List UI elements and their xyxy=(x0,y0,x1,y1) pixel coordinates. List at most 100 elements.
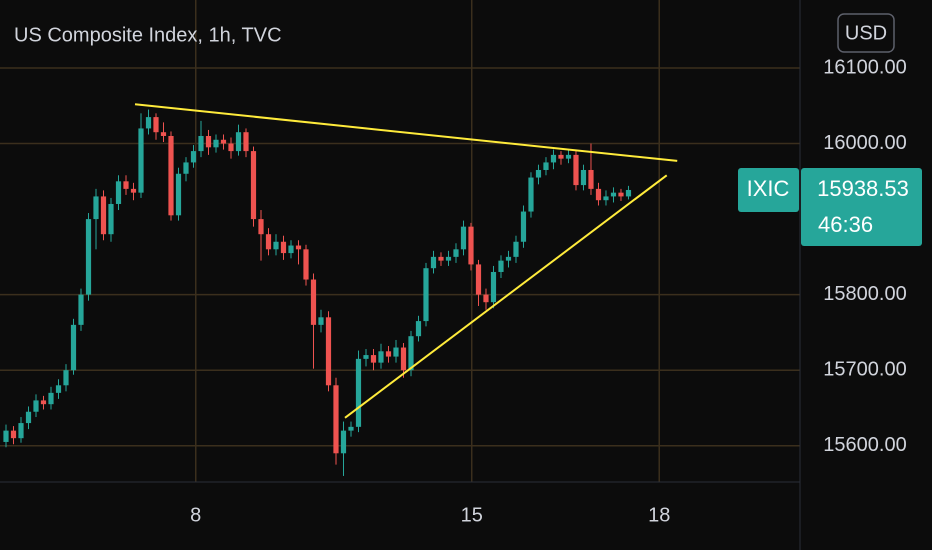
candle-body xyxy=(295,245,302,250)
candle-body xyxy=(498,260,504,272)
candle-body xyxy=(370,355,377,363)
candle-body xyxy=(175,173,182,216)
overlay: IXIC 15938.53 46:36 xyxy=(134,103,922,419)
candle-body xyxy=(205,135,212,148)
candle-body xyxy=(325,317,332,386)
candle-body xyxy=(25,411,32,424)
candle-body xyxy=(340,430,347,454)
candle-body xyxy=(505,256,512,261)
candle-body xyxy=(430,256,437,269)
candle-body xyxy=(108,203,114,235)
candle-body xyxy=(85,219,92,295)
last-price-badge xyxy=(801,167,922,246)
candle-body xyxy=(453,249,459,257)
candle-body xyxy=(385,351,392,357)
candle-body xyxy=(415,321,422,337)
candle-body xyxy=(123,181,129,189)
candle-body xyxy=(100,196,107,235)
candle-body xyxy=(70,324,77,371)
candle-body xyxy=(243,132,249,152)
candle-body xyxy=(355,358,362,427)
candle-body xyxy=(18,423,24,439)
x-tick-label: 18 xyxy=(648,504,670,526)
candle-body xyxy=(48,392,54,405)
candle-body xyxy=(438,256,444,261)
candle-body xyxy=(603,196,609,201)
last-price-label: 15938.53 xyxy=(817,176,909,201)
candle-body xyxy=(213,139,219,148)
candle-body xyxy=(423,268,429,322)
candle-body xyxy=(265,234,272,250)
candle-body xyxy=(228,143,234,152)
candle-body xyxy=(468,226,474,265)
y-tick-label: 15700.00 xyxy=(823,358,906,380)
candle-body xyxy=(55,385,62,393)
candle-body xyxy=(483,294,489,303)
candle-body xyxy=(565,154,572,159)
candle-body xyxy=(400,347,407,371)
candle-body xyxy=(280,241,287,254)
candle-body xyxy=(198,135,204,152)
candle-body xyxy=(393,347,399,357)
candle-body xyxy=(408,336,414,371)
chart-title: US Composite Index, 1h, TVC xyxy=(14,24,282,46)
candle-body xyxy=(550,154,557,163)
candle-body xyxy=(558,154,564,159)
candle-body xyxy=(273,241,279,250)
candle-body xyxy=(78,294,84,325)
candle-body xyxy=(235,132,242,152)
candle-body xyxy=(520,211,527,242)
candle-body xyxy=(303,249,309,280)
candle-body xyxy=(535,169,542,178)
candle-body xyxy=(588,169,594,189)
candle-body xyxy=(363,355,369,359)
candle-body xyxy=(610,192,617,197)
candle-body xyxy=(445,256,452,261)
symbol-label: IXIC xyxy=(747,176,790,201)
candle-body xyxy=(318,317,324,325)
candle-body xyxy=(378,351,384,363)
symbol-badge xyxy=(738,167,799,212)
candle-body xyxy=(115,181,122,204)
countdown-label: 46:36 xyxy=(818,212,873,237)
candle-body xyxy=(310,279,317,325)
candle-body xyxy=(288,245,294,254)
candle-body xyxy=(618,192,624,197)
candle-body xyxy=(63,370,69,386)
candle-body xyxy=(460,226,467,250)
candles xyxy=(3,109,632,476)
candle-body xyxy=(40,400,47,405)
candle-body xyxy=(625,189,632,197)
candle-body xyxy=(160,132,167,136)
candle-body xyxy=(183,162,189,174)
candle-body xyxy=(138,128,144,193)
y-tick-label: 15600.00 xyxy=(823,434,906,456)
candle-body xyxy=(33,400,39,412)
trendline xyxy=(134,103,678,162)
candle-body xyxy=(258,219,264,235)
candle-body xyxy=(130,188,137,193)
candle-body xyxy=(475,264,482,295)
candle-body xyxy=(348,426,354,431)
y-tick-label: 15800.00 xyxy=(823,283,906,305)
grid xyxy=(0,0,800,482)
candle-body xyxy=(93,196,99,220)
candle-body xyxy=(3,430,9,442)
candle-body xyxy=(573,154,579,186)
y-tick-label: 16000.00 xyxy=(823,132,906,154)
candle-body xyxy=(595,188,602,201)
candle-body xyxy=(513,241,519,257)
candle-body xyxy=(168,135,174,216)
candle-body xyxy=(543,162,549,170)
candle-body xyxy=(10,430,17,439)
currency-button[interactable] xyxy=(837,13,895,53)
candle-body xyxy=(190,151,197,163)
candle-body xyxy=(490,271,497,303)
candle-body xyxy=(528,177,534,212)
x-tick-label: 8 xyxy=(190,504,201,526)
candle-body xyxy=(153,117,159,133)
currency-label: USD xyxy=(845,22,887,44)
